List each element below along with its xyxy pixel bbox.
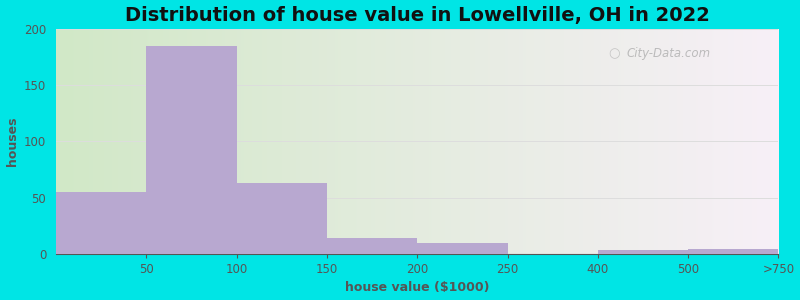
- Bar: [327, 238, 418, 254]
- Bar: [237, 183, 327, 254]
- Text: ○: ○: [609, 47, 620, 60]
- Bar: [598, 250, 688, 254]
- Bar: [56, 192, 146, 254]
- Y-axis label: houses: houses: [6, 117, 18, 166]
- X-axis label: house value ($1000): house value ($1000): [345, 281, 490, 294]
- Bar: [688, 249, 778, 254]
- Text: City-Data.com: City-Data.com: [626, 47, 711, 60]
- Bar: [146, 46, 237, 254]
- Title: Distribution of house value in Lowellville, OH in 2022: Distribution of house value in Lowellvil…: [125, 6, 710, 25]
- Bar: [418, 243, 507, 254]
